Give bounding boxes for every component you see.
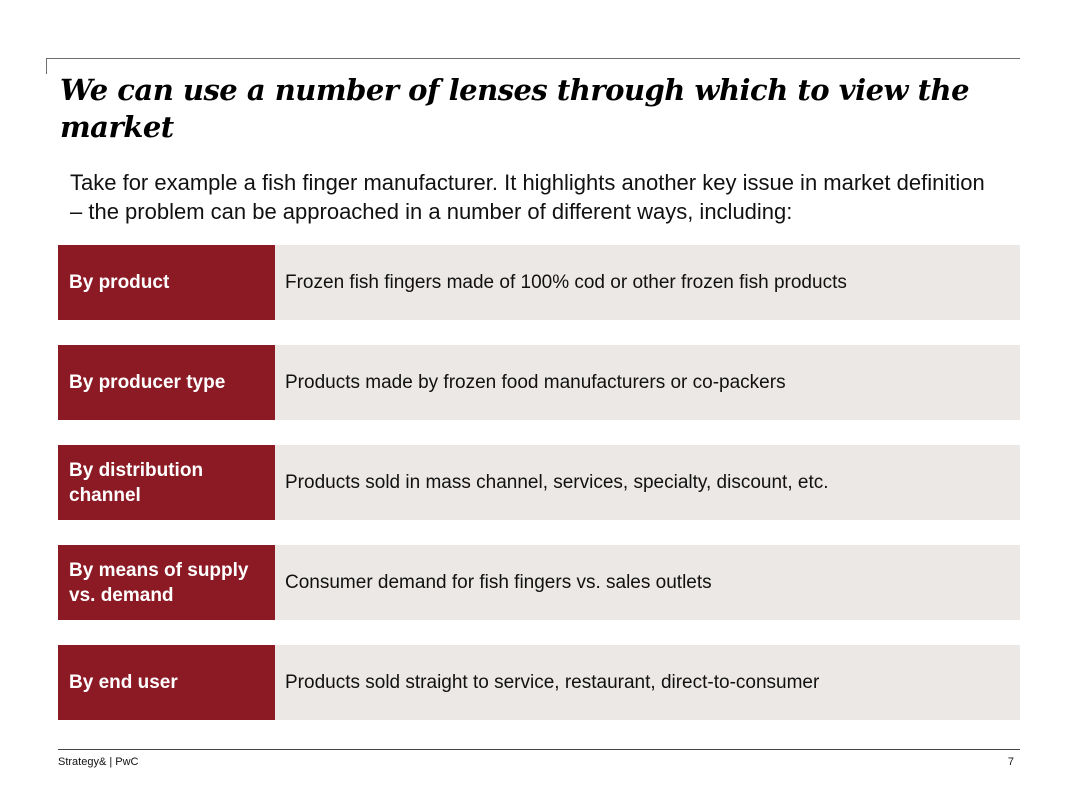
top-rule-tick (46, 58, 47, 74)
intro-text: Take for example a fish finger manufactu… (70, 170, 985, 224)
lens-label: By means of supply vs. demand (58, 545, 275, 620)
lens-row-producer-type: By producer type Products made by frozen… (58, 345, 1020, 420)
footer-rule (58, 749, 1020, 750)
lens-description: Products made by frozen food manufacture… (275, 345, 1020, 420)
lens-description: Products sold straight to service, resta… (275, 645, 1020, 720)
lens-label: By producer type (58, 345, 275, 420)
top-rule (46, 58, 1020, 59)
lens-row-product: By product Frozen fish fingers made of 1… (58, 245, 1020, 320)
slide-title: We can use a number of lenses through wh… (60, 73, 970, 144)
lens-label: By distribution channel (58, 445, 275, 520)
lens-description: Products sold in mass channel, services,… (275, 445, 1020, 520)
lens-row-distribution-channel: By distribution channel Products sold in… (58, 445, 1020, 520)
lens-label: By product (58, 245, 275, 320)
page-number: 7 (1007, 756, 1014, 768)
lens-row-supply-demand: By means of supply vs. demand Consumer d… (58, 545, 1020, 620)
lens-label: By end user (58, 645, 275, 720)
lens-row-end-user: By end user Products sold straight to se… (58, 645, 1020, 720)
lens-description: Frozen fish fingers made of 100% cod or … (275, 245, 1020, 320)
lens-description: Consumer demand for fish fingers vs. sal… (275, 545, 1020, 620)
lens-list: By product Frozen fish fingers made of 1… (58, 245, 1020, 745)
footer-source: Strategy& | PwC (58, 756, 139, 768)
